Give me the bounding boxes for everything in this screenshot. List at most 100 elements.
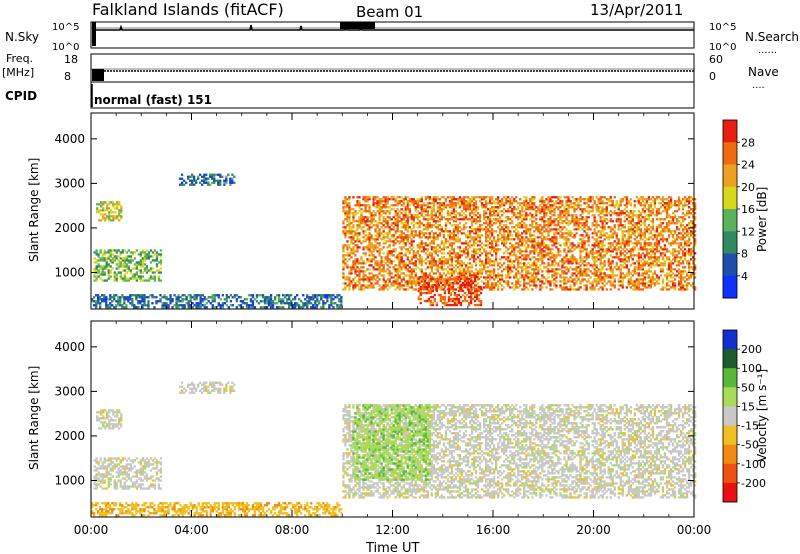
echo-cell xyxy=(201,179,204,182)
echo-cell xyxy=(531,284,534,287)
echo-cell xyxy=(440,216,443,219)
echo-cell xyxy=(344,210,347,213)
echo-cell xyxy=(352,286,355,289)
echo-cell xyxy=(681,218,685,221)
echo-cell xyxy=(422,242,425,245)
echo-cell xyxy=(593,242,596,245)
echo-cell xyxy=(464,210,468,213)
echo-cell xyxy=(410,272,413,275)
echo-cell xyxy=(663,202,667,205)
echo-cell xyxy=(404,280,407,283)
echo-cell xyxy=(591,214,594,217)
echo-cell xyxy=(509,246,512,249)
echo-cell xyxy=(356,240,359,243)
echo-cell xyxy=(669,266,673,269)
echo-cell xyxy=(653,270,657,273)
echo-cell xyxy=(493,210,496,213)
echo-cell xyxy=(448,214,452,217)
echo-cell xyxy=(440,202,443,205)
echo-cell xyxy=(468,266,472,269)
echo-cell xyxy=(635,222,638,225)
echo-cell xyxy=(103,279,106,282)
echo-cell xyxy=(412,276,415,279)
echo-cell xyxy=(428,198,431,201)
echo-cell xyxy=(470,274,474,277)
echo-cell xyxy=(513,230,516,233)
echo-cell xyxy=(476,236,480,239)
echo-cell xyxy=(219,179,222,182)
echo-cell xyxy=(573,268,576,271)
echo-cell xyxy=(422,228,425,231)
echo-cell xyxy=(679,270,683,273)
echo-cell xyxy=(539,268,542,271)
echo-cell xyxy=(571,250,574,253)
echo-cell xyxy=(127,261,130,264)
echo-cell xyxy=(485,256,488,259)
echo-cell xyxy=(127,249,130,252)
echo-cell xyxy=(683,270,687,273)
echo-cell xyxy=(98,219,101,222)
echo-cell xyxy=(489,258,492,261)
echo-cell xyxy=(362,204,365,207)
echo-cell xyxy=(599,232,602,235)
echo-cell xyxy=(569,286,572,289)
echo-cell xyxy=(639,196,642,199)
echo-cell xyxy=(368,224,371,227)
echo-cell xyxy=(394,280,397,283)
echo-cell xyxy=(623,196,626,199)
echo-cell xyxy=(495,222,498,225)
echo-cell xyxy=(416,244,419,247)
echo-cell xyxy=(681,270,685,273)
echo-cell xyxy=(474,206,478,209)
echo-cell xyxy=(376,226,379,229)
echo-cell xyxy=(603,278,606,281)
echo-cell xyxy=(123,259,126,262)
echo-cell xyxy=(378,232,381,235)
echo-cell xyxy=(671,234,675,237)
echo-cell xyxy=(661,280,665,283)
echo-cell xyxy=(382,236,385,239)
echo-cell xyxy=(571,232,574,235)
echo-cell xyxy=(368,198,371,201)
echo-cell xyxy=(487,276,490,279)
echo-cell xyxy=(491,230,494,233)
echo-cell xyxy=(476,228,480,231)
echo-cell xyxy=(410,198,413,201)
echo-cell xyxy=(565,222,568,225)
echo-cell xyxy=(102,203,105,206)
echo-cell xyxy=(434,200,437,203)
echo-cell xyxy=(410,244,413,247)
echo-cell xyxy=(535,286,538,289)
echo-cell xyxy=(485,258,488,261)
echo-cell xyxy=(601,282,604,285)
echo-cell xyxy=(390,208,393,211)
echo-cell xyxy=(529,236,532,239)
echo-cell xyxy=(673,238,677,241)
echo-cell xyxy=(118,201,121,204)
echo-cell xyxy=(521,250,524,253)
echo-cell xyxy=(98,209,101,212)
echo-cell xyxy=(394,278,397,281)
echo-cell xyxy=(474,204,478,207)
echo-cell xyxy=(557,196,560,199)
echo-cell xyxy=(495,260,498,263)
echo-cell xyxy=(398,260,401,263)
echo-cell xyxy=(366,278,369,281)
echo-cell xyxy=(454,252,458,255)
echo-cell xyxy=(671,216,675,219)
echo-cell xyxy=(472,248,476,251)
echo-cell xyxy=(155,269,159,272)
echo-cell xyxy=(533,282,536,285)
echo-cell xyxy=(378,262,381,265)
echo-cell xyxy=(497,268,500,271)
echo-cell xyxy=(511,266,514,269)
echo-cell xyxy=(553,224,556,227)
echo-cell xyxy=(677,256,681,259)
echo-cell xyxy=(653,248,657,251)
echo-cell xyxy=(523,258,526,261)
echo-cell xyxy=(374,220,377,223)
echo-cell xyxy=(472,244,476,247)
echo-cell xyxy=(414,222,417,225)
echo-cell xyxy=(396,226,399,229)
echo-cell xyxy=(474,228,478,231)
